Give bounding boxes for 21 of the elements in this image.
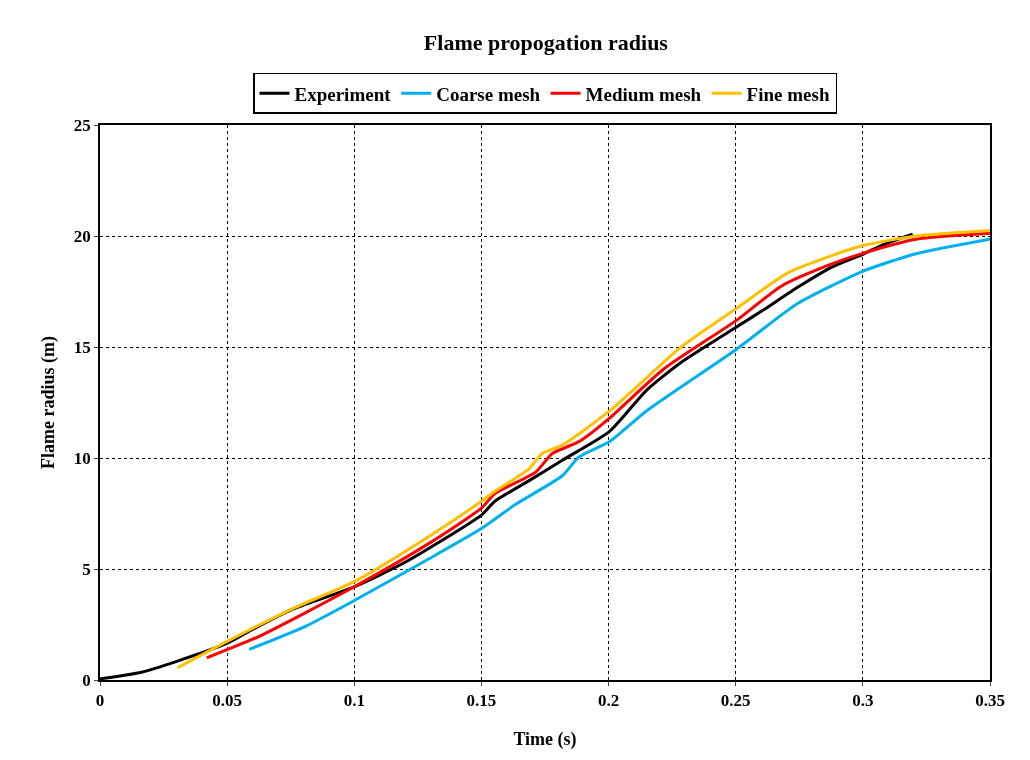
y-tick-label: 20 [73, 226, 91, 246]
y-tick-label: 10 [73, 448, 91, 468]
x-tick-label: 0.3 [852, 691, 874, 711]
chart-title: Flame propogation radius [423, 29, 669, 55]
x-tick-label: 0 [95, 691, 105, 711]
x-tick-label: 0.1 [343, 691, 365, 711]
x-tick-label: 0.2 [597, 691, 620, 711]
legend-label: Fine mesh [746, 83, 830, 105]
y-tick-label: 5 [82, 559, 91, 579]
x-tick-label: 0.05 [212, 691, 243, 711]
x-tick-label: 0.25 [720, 691, 751, 711]
legend-label: Experiment [294, 83, 392, 105]
y-tick-label: 0 [82, 670, 91, 690]
legend-label: Coarse mesh [436, 83, 541, 105]
y-tick-label: 15 [73, 337, 91, 357]
x-tick-label: 0.35 [975, 691, 1005, 711]
legend-label: Medium mesh [585, 83, 702, 105]
y-axis-title: Flame radius (m) [37, 336, 59, 469]
x-axis-title: Time (s) [513, 728, 577, 750]
y-tick-label: 25 [73, 115, 91, 135]
x-tick-label: 0.15 [466, 691, 497, 711]
